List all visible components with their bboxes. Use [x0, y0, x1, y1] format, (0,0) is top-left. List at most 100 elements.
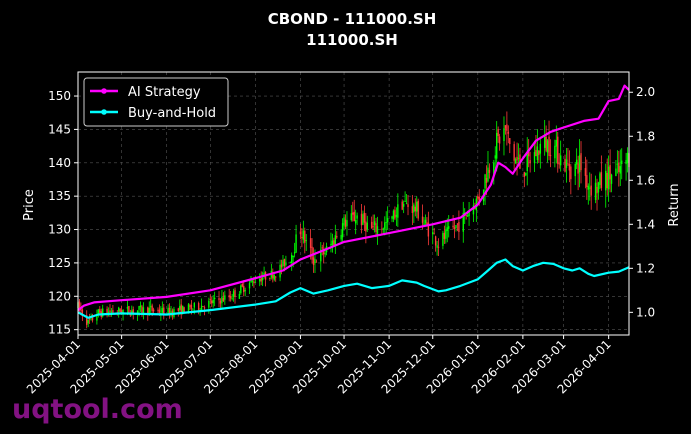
- candle-body: [189, 305, 191, 307]
- candle-body: [370, 221, 373, 229]
- candle-body: [426, 222, 428, 225]
- candle-body: [283, 259, 286, 267]
- legend-bh-label: Buy-and-Hold: [128, 106, 216, 121]
- candle-body: [336, 235, 338, 238]
- candle-body: [434, 236, 437, 246]
- candle-body: [468, 211, 470, 217]
- candle-body: [497, 129, 499, 137]
- candle-body: [301, 237, 303, 239]
- candle-body: [120, 310, 123, 314]
- candle-body: [331, 240, 334, 245]
- y-left-tick-label: 130: [48, 223, 71, 237]
- candle-body: [102, 308, 104, 317]
- candle-body: [362, 214, 364, 225]
- candle-body: [538, 150, 540, 156]
- candle-body: [555, 139, 558, 147]
- candle-body: [229, 295, 232, 299]
- chart-subtitle: 111000.SH: [306, 31, 398, 49]
- candle-body: [157, 309, 159, 311]
- y-left-tick-label: 140: [48, 156, 71, 170]
- candle-body: [112, 310, 114, 313]
- candle-body: [151, 305, 153, 311]
- candle-body: [554, 145, 556, 159]
- candle-body: [484, 174, 486, 189]
- legend-bh-marker: [101, 109, 107, 115]
- candle-body: [474, 207, 476, 209]
- candle-body: [548, 136, 550, 156]
- candle-body: [596, 186, 598, 194]
- candle-body: [275, 276, 277, 278]
- candle-body: [488, 169, 491, 173]
- candle-body: [243, 286, 245, 293]
- candle-body: [96, 316, 98, 321]
- candle-body: [496, 132, 498, 159]
- candle-body: [395, 214, 398, 217]
- candle-body: [312, 257, 315, 265]
- candle-body: [574, 163, 576, 177]
- candle-body: [132, 309, 134, 313]
- candle-body: [240, 285, 242, 294]
- candle-body: [458, 221, 460, 233]
- candle-body: [445, 230, 447, 239]
- candle-body: [443, 232, 446, 240]
- y-right-tick-label: 2.0: [636, 85, 655, 99]
- candle-body: [427, 222, 430, 237]
- candle-body: [452, 225, 454, 228]
- candle-body: [504, 125, 507, 129]
- candle-body: [147, 307, 149, 315]
- candle-body: [344, 219, 347, 227]
- candle-body: [417, 200, 419, 219]
- candle-body: [446, 227, 448, 231]
- candle-body: [91, 314, 94, 321]
- candle-body: [234, 289, 236, 298]
- candle-body: [535, 150, 537, 157]
- candle-body: [86, 315, 88, 325]
- candle-body: [517, 158, 520, 159]
- y-right-tick-label: 1.4: [636, 217, 655, 231]
- candle-body: [392, 210, 395, 220]
- candle-body: [238, 293, 241, 299]
- candle-body: [567, 163, 569, 165]
- candle-body: [218, 298, 220, 301]
- candle-body: [381, 228, 383, 230]
- candle-body: [228, 295, 230, 298]
- candle-body: [453, 227, 456, 230]
- candle-body: [141, 306, 143, 313]
- candle-body: [181, 305, 184, 314]
- candle-body: [99, 309, 101, 313]
- candle-body: [423, 223, 425, 226]
- candle-body: [516, 156, 518, 161]
- candle-body: [212, 299, 214, 304]
- candle-body: [543, 135, 546, 148]
- candle-body: [142, 307, 145, 315]
- candle-body: [616, 163, 619, 165]
- y-axis-left-label: Price: [22, 189, 37, 221]
- candle-body: [477, 196, 479, 199]
- candle-body: [586, 175, 588, 188]
- candle-body: [625, 160, 627, 165]
- candle-body: [605, 170, 607, 191]
- candle-body: [302, 230, 305, 240]
- candle-body: [607, 166, 610, 190]
- candle-body: [549, 155, 552, 157]
- candle-body: [208, 300, 210, 308]
- candle-body: [414, 206, 416, 212]
- candle-body: [305, 240, 307, 241]
- candle-body: [394, 209, 396, 219]
- candle-body: [376, 226, 379, 235]
- candle-body: [309, 238, 312, 248]
- candle-body: [478, 196, 480, 201]
- candle-body: [293, 252, 296, 254]
- candlesticks: [77, 111, 630, 329]
- y-left-tick-label: 115: [48, 323, 71, 337]
- candle-body: [384, 222, 386, 229]
- watermark: uqtool.com: [12, 394, 183, 425]
- candle-body: [203, 307, 206, 309]
- candle-body: [448, 226, 450, 229]
- candle-body: [382, 228, 385, 230]
- candle-body: [433, 233, 435, 235]
- candle-body: [485, 178, 488, 183]
- candle-body: [559, 155, 562, 166]
- candle-body: [250, 280, 252, 283]
